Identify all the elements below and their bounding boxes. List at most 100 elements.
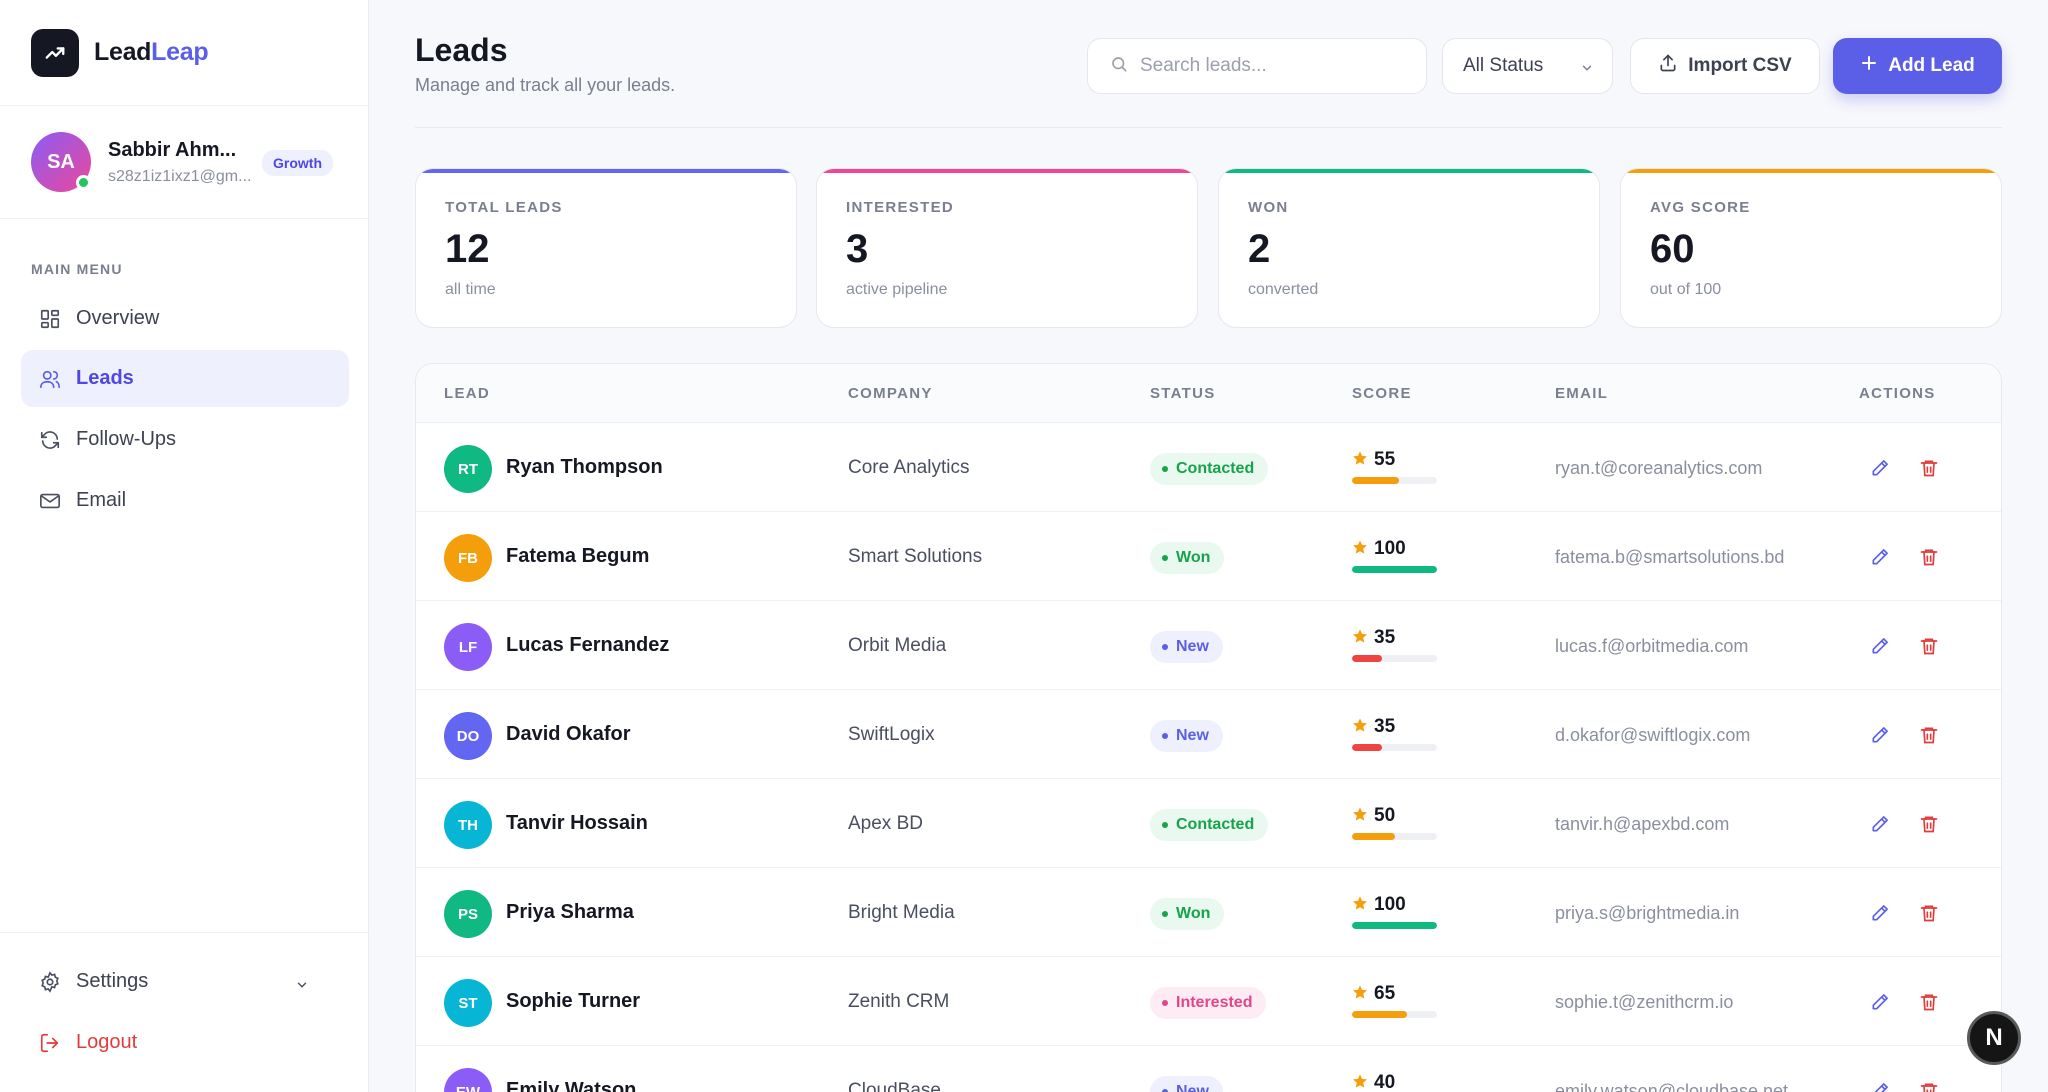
star-icon [1352,984,1368,1005]
score-value: 65 [1374,983,1396,1004]
score-cell: 35 [1352,627,1437,662]
menu-heading: MAIN MENU [31,261,123,277]
lead-name[interactable]: Ryan Thompson [506,456,663,478]
lead-email[interactable]: fatema.b@smartsolutions.bd [1555,547,1785,567]
status-filter-select[interactable]: All Status [1442,38,1613,94]
score-bar [1352,1011,1437,1018]
column-header-status[interactable]: STATUS [1150,385,1216,402]
sidebar-item-settings[interactable]: Settings [21,953,349,1010]
table-header: LEAD COMPANY STATUS SCORE EMAIL ACTIONS [416,364,2001,423]
add-lead-button[interactable]: Add Lead [1833,38,2002,94]
table-row[interactable]: ST Sophie Turner Zenith CRM Interested 6… [416,957,2001,1046]
stat-value: 12 [445,227,490,271]
trash-icon[interactable] [1917,723,1941,747]
lead-name[interactable]: Lucas Fernandez [506,634,670,656]
score-bar-fill [1352,655,1382,662]
search-box[interactable] [1087,38,1427,94]
edit-icon[interactable] [1868,901,1892,925]
column-header-company[interactable]: COMPANY [848,385,933,402]
trash-icon[interactable] [1917,634,1941,658]
table-row[interactable]: RT Ryan Thompson Core Analytics Contacte… [416,423,2001,512]
column-header-email[interactable]: EMAIL [1555,385,1609,402]
status-label: New [1176,1083,1209,1092]
lead-email[interactable]: lucas.f@orbitmedia.com [1555,636,1749,656]
lead-name[interactable]: Emily Watson [506,1079,637,1092]
stat-label: AVG SCORE [1650,199,1751,216]
trash-icon[interactable] [1917,901,1941,925]
score-value: 100 [1374,894,1406,915]
edit-icon[interactable] [1868,634,1892,658]
status-label: New [1176,727,1209,744]
status-label: New [1176,638,1209,655]
status-dot [1162,733,1168,739]
edit-icon[interactable] [1868,723,1892,747]
next-dev-badge[interactable]: N [1967,1011,2021,1065]
lead-email[interactable]: ryan.t@coreanalytics.com [1555,458,1763,478]
stat-subtext: converted [1248,281,1319,298]
lead-email[interactable]: emily.watson@cloudbase.net [1555,1081,1789,1092]
edit-icon[interactable] [1868,812,1892,836]
brand[interactable]: LeadLeap [0,0,368,106]
add-lead-label: Add Lead [1888,55,1975,76]
trash-icon[interactable] [1917,456,1941,480]
edit-icon[interactable] [1868,1079,1892,1092]
logout-button[interactable]: Logout [21,1014,349,1071]
main-content: Leads Manage and track all your leads. A… [369,0,2048,1092]
score-bar-fill [1352,1011,1408,1018]
sidebar-item-overview[interactable]: Overview [21,290,349,347]
lead-email[interactable]: sophie.t@zenithcrm.io [1555,992,1734,1012]
lead-company: Apex BD [848,813,923,834]
edit-icon[interactable] [1868,990,1892,1014]
lead-email[interactable]: tanvir.h@apexbd.com [1555,814,1730,834]
users-icon [38,367,62,391]
mail-icon [38,489,62,513]
lead-name[interactable]: Sophie Turner [506,990,641,1012]
lead-avatar: TH [444,801,492,849]
table-row[interactable]: FB Fatema Begum Smart Solutions Won 100 … [416,512,2001,601]
lead-email[interactable]: d.okafor@swiftlogix.com [1555,725,1751,745]
user-profile[interactable]: SA Sabbir Ahm... s28z1iz1ixz1@gm... Grow… [0,106,368,219]
lead-avatar: RT [444,445,492,493]
user-email: s28z1iz1ixz1@gm... [108,167,252,185]
edit-icon[interactable] [1868,456,1892,480]
sidebar-item-label: Settings [76,970,149,992]
status-dot [1162,911,1168,917]
sidebar-item-label: Overview [76,307,160,329]
header-divider [415,127,2002,128]
import-csv-button[interactable]: Import CSV [1630,38,1820,94]
score-value: 100 [1374,538,1406,559]
lead-name[interactable]: Fatema Begum [506,545,650,567]
table-row[interactable]: DO David Okafor SwiftLogix New 35 d.okaf… [416,690,2001,779]
score-cell: 35 [1352,716,1437,751]
trending-up-icon [31,28,79,77]
lead-avatar: EW [444,1068,492,1092]
edit-icon[interactable] [1868,545,1892,569]
status-label: Contacted [1176,816,1255,833]
stat-subtext: active pipeline [846,281,948,298]
sidebar-item-follow-ups[interactable]: Follow-Ups [21,411,349,468]
trash-icon[interactable] [1917,1079,1941,1092]
lead-name[interactable]: Priya Sharma [506,901,634,923]
user-name: Sabbir Ahm... [108,138,237,161]
trash-icon[interactable] [1917,990,1941,1014]
chevron-down-icon [1580,59,1594,81]
column-header-lead[interactable]: LEAD [444,385,491,402]
table-row[interactable]: LF Lucas Fernandez Orbit Media New 35 lu… [416,601,2001,690]
lead-name[interactable]: Tanvir Hossain [506,812,648,834]
column-header-score[interactable]: SCORE [1352,385,1412,402]
score-bar [1352,655,1437,662]
sidebar-item-email[interactable]: Email [21,472,349,529]
table-row[interactable]: EW Emily Watson CloudBase New 40 emily.w… [416,1046,2001,1092]
trash-icon[interactable] [1917,812,1941,836]
star-icon [1352,895,1368,916]
table-row[interactable]: PS Priya Sharma Bright Media Won 100 pri… [416,868,2001,957]
trash-icon[interactable] [1917,545,1941,569]
score-cell: 50 [1352,805,1437,840]
sidebar-item-leads[interactable]: Leads [21,350,349,407]
lead-name[interactable]: David Okafor [506,723,631,745]
search-input[interactable] [1140,55,1400,77]
status-dot [1162,466,1168,472]
lead-email[interactable]: priya.s@brightmedia.in [1555,903,1740,923]
table-row[interactable]: TH Tanvir Hossain Apex BD Contacted 50 t… [416,779,2001,868]
status-label: Won [1176,905,1211,922]
